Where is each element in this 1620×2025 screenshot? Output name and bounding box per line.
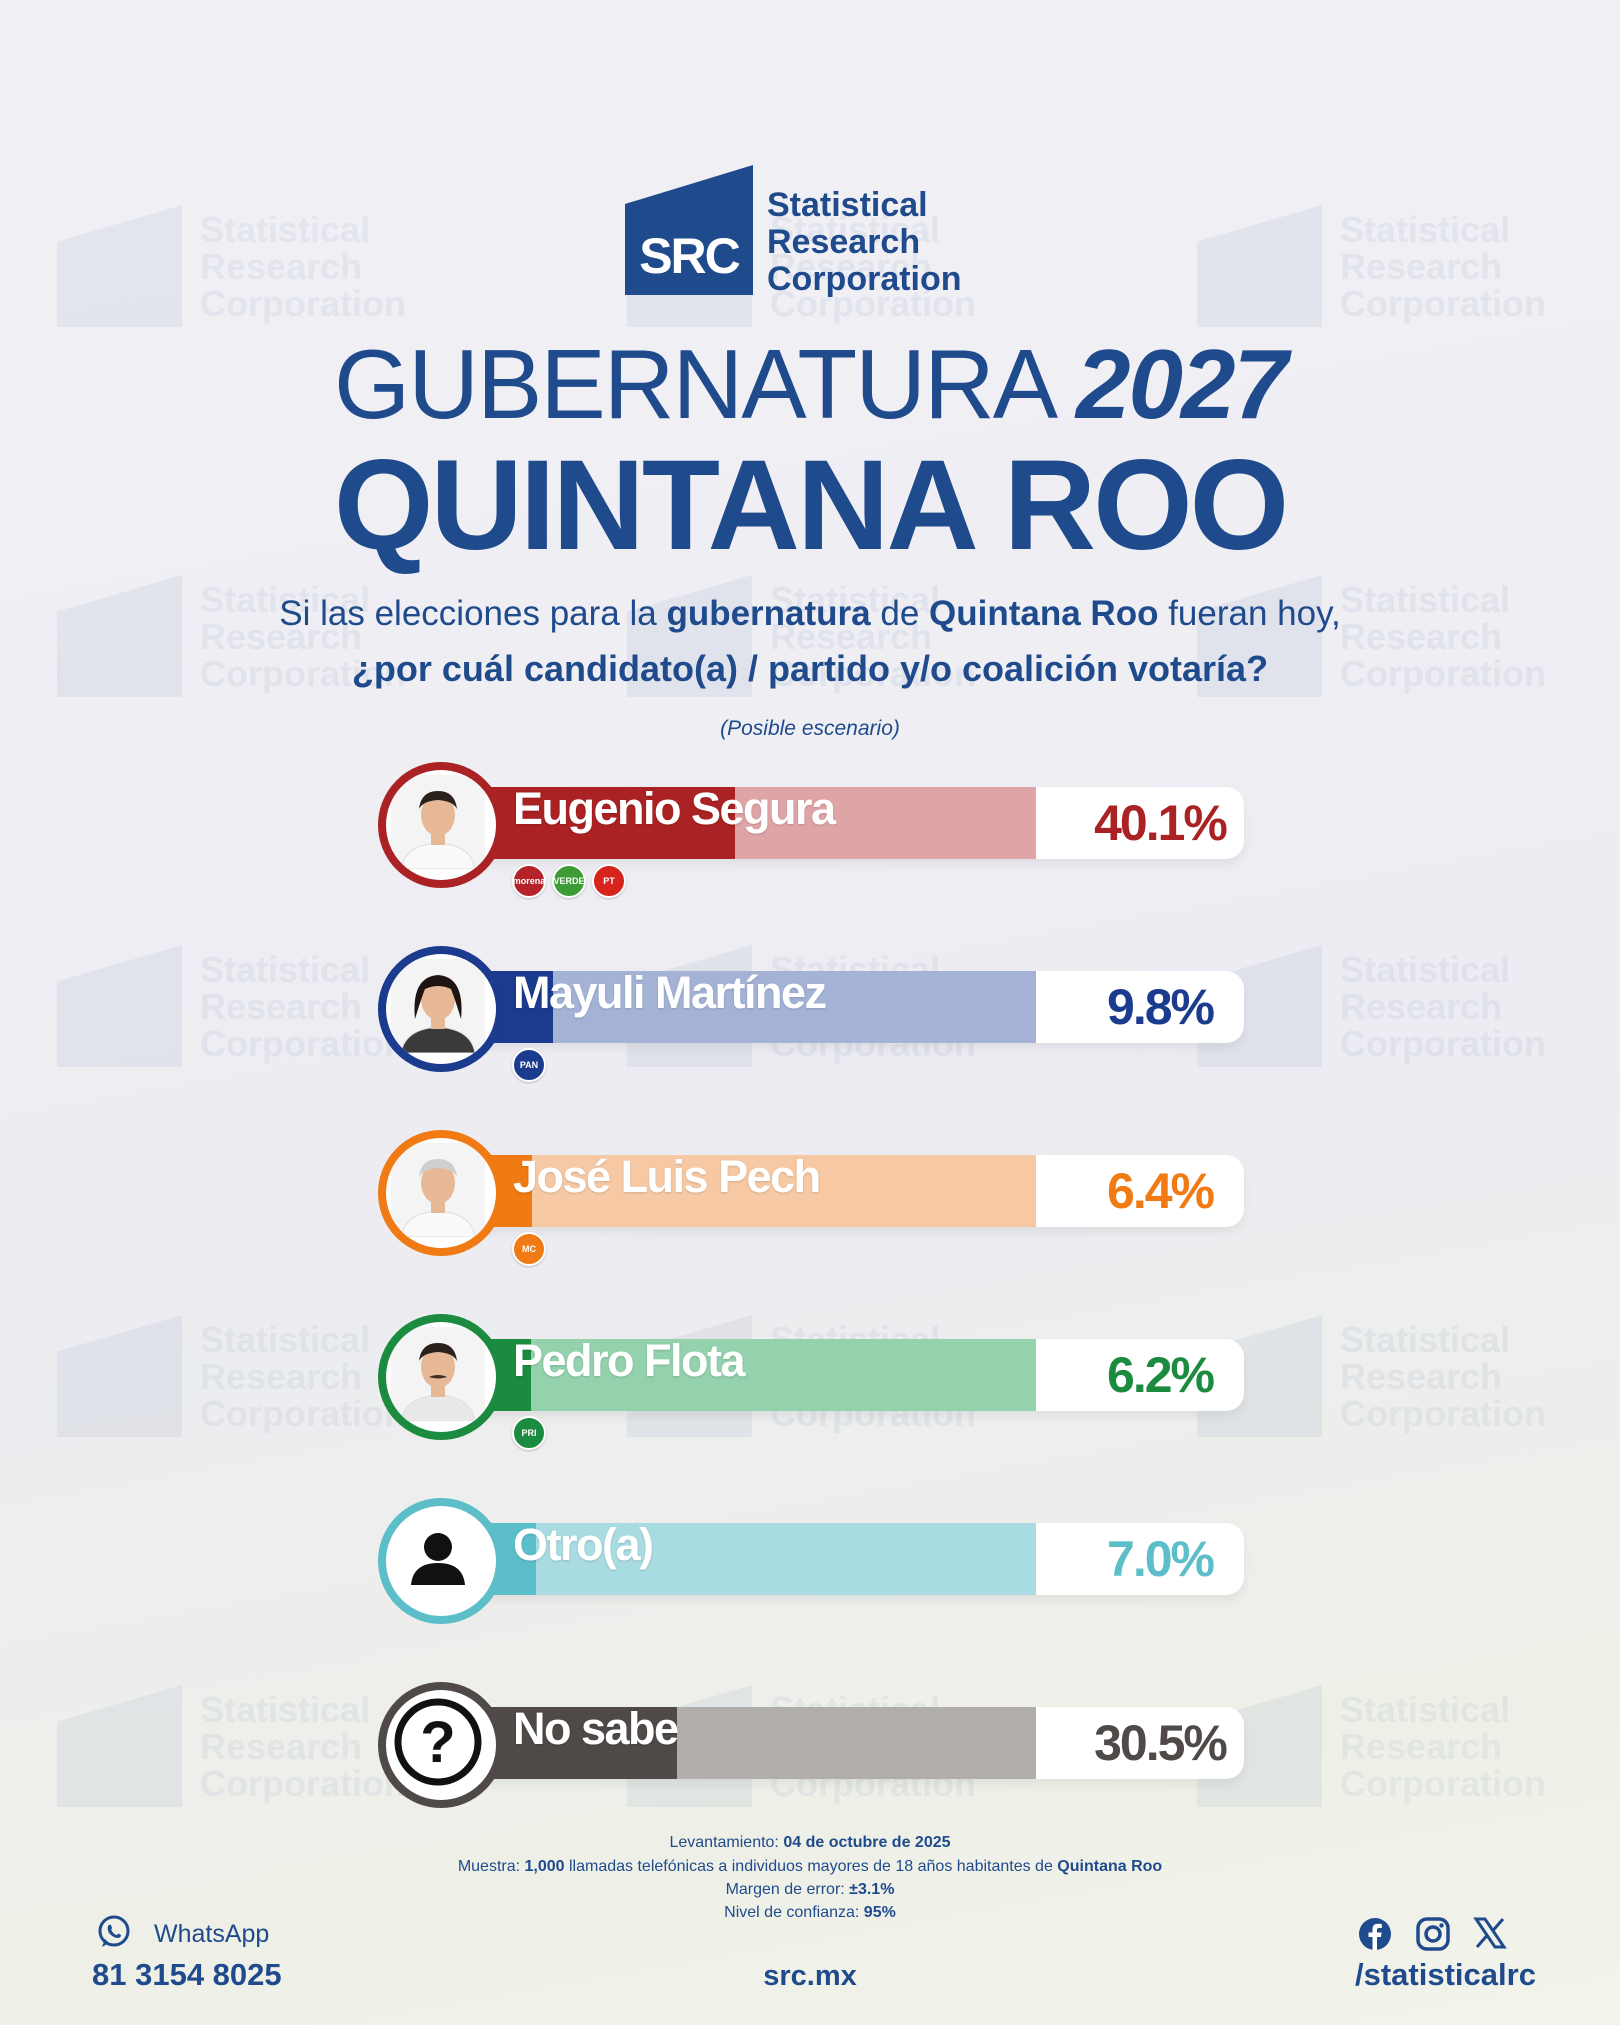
footer-date-value: 04 de octubre de 2025	[783, 1834, 951, 1851]
data-label: 6.4%	[1107, 1163, 1215, 1219]
facebook-icon[interactable]	[1357, 1916, 1393, 1957]
bar-row: Eugenio Segura 40.1% morena VERDE PT	[378, 762, 1248, 898]
party-logos: MC	[512, 1232, 552, 1266]
party-logos: PAN	[512, 1048, 552, 1082]
party-logo-mc: MC	[512, 1232, 546, 1266]
footer-error: Margen de error: ±3.1%	[0, 1881, 1620, 1899]
question-text-3: fueran hoy,	[1158, 594, 1341, 633]
bar-row: Pedro Flota 6.2% PRI	[378, 1314, 1248, 1450]
whatsapp-label: WhatsApp	[154, 1920, 270, 1948]
footer-error-value: ±3.1%	[849, 1881, 895, 1898]
value-box	[1036, 787, 1244, 859]
category-label: Mayuli Martínez	[513, 967, 827, 1018]
question-bold-2: Quintana Roo	[929, 594, 1159, 633]
question-line-2: ¿por cuál candidato(a) / partido y/o coa…	[351, 648, 1269, 689]
data-label: 30.5%	[1094, 1715, 1228, 1771]
data-label: 40.1%	[1094, 795, 1228, 851]
value-box	[1036, 971, 1244, 1043]
logo-wordmark: Statistical Research Corporation	[767, 187, 962, 300]
category-label: Pedro Flota	[513, 1335, 746, 1386]
title-year: 2027	[1075, 329, 1288, 439]
data-label: 9.8%	[1107, 979, 1215, 1035]
party-logo-pt: PT	[592, 864, 626, 898]
footer-conf-label: Nivel de confianza:	[724, 1904, 864, 1921]
party-logo-verde: VERDE	[552, 864, 586, 898]
bar-background	[436, 1339, 1036, 1411]
candidate-avatar	[378, 1314, 504, 1440]
website-link[interactable]: src.mx	[763, 1960, 857, 1992]
social-icons	[1357, 1916, 1529, 1957]
party-logo-morena: morena	[512, 864, 546, 898]
logo-mark: SRC	[625, 165, 753, 295]
scenario-note: (Posible escenario)	[720, 717, 900, 740]
footer-sample-place: Quintana Roo	[1057, 1858, 1163, 1875]
title-gubernatura: GUBERNATURA 2027	[0, 328, 1620, 441]
footer-date-label: Levantamiento:	[669, 1834, 784, 1851]
social-handle[interactable]: /statisticalrc	[1355, 1957, 1536, 1992]
bar-track	[436, 1339, 1244, 1411]
question-text-1: Si las elecciones para la	[279, 594, 667, 633]
question-text-2: de	[870, 594, 930, 633]
question-bold-1: gubernatura	[666, 594, 871, 633]
svg-text:?: ?	[420, 1710, 455, 1775]
party-logos: morena VERDE PT	[512, 864, 632, 898]
candidate-avatar	[378, 762, 504, 888]
value-box	[1036, 1155, 1244, 1227]
footer-conf-value: 95%	[863, 1904, 896, 1921]
category-label: José Luis Pech	[513, 1151, 821, 1202]
footer-sample: Muestra: 1,000 llamadas telefónicas a in…	[0, 1858, 1620, 1876]
phone-number[interactable]: 81 3154 8025	[92, 1957, 282, 1992]
bar-row: José Luis Pech 6.4% MC	[378, 1130, 1248, 1266]
category-label: No sabe	[513, 1703, 679, 1754]
party-logo-pan: PAN	[512, 1048, 546, 1082]
footer-sample-label: Muestra:	[457, 1858, 525, 1875]
value-box	[1036, 1339, 1244, 1411]
bar-background	[436, 1155, 1036, 1227]
src-logo: SRC Statistical Research Corporation	[625, 165, 1005, 300]
title-state: QUINTANA ROO	[333, 434, 1289, 577]
logo-src-text: SRC	[639, 228, 741, 284]
footer-confidence: Nivel de confianza: 95%	[0, 1904, 1620, 1922]
candidate-avatar	[378, 1130, 504, 1256]
value-box	[1036, 1707, 1244, 1779]
logo-line-1: Statistical	[767, 186, 928, 224]
question-icon: ?	[378, 1682, 504, 1808]
whatsapp-link[interactable]: WhatsApp	[96, 1914, 269, 1955]
bar-row: Otro(a) 7.0%	[378, 1498, 1248, 1628]
footer-date: Levantamiento: 04 de octubre de 2025	[0, 1834, 1620, 1852]
instagram-icon[interactable]	[1415, 1916, 1451, 1957]
title-word: GUBERNATURA	[334, 329, 1053, 439]
party-logos: PRI	[512, 1416, 552, 1450]
footer-error-label: Margen de error:	[725, 1881, 850, 1898]
logo-line-2: Research	[767, 223, 921, 261]
person-icon	[378, 1498, 504, 1624]
category-label: Eugenio Segura	[513, 783, 836, 834]
footer-sample-text: llamadas telefónicas a individuos mayore…	[564, 1858, 1058, 1875]
category-label: Otro(a)	[513, 1519, 654, 1570]
logo-line-3: Corporation	[767, 260, 962, 298]
footer-sample-n: 1,000	[524, 1858, 565, 1875]
data-label: 7.0%	[1107, 1531, 1215, 1587]
bar-background	[436, 1523, 1036, 1595]
x-icon[interactable]	[1473, 1916, 1507, 1957]
bar-row: Mayuli Martínez 9.8% PAN	[378, 946, 1248, 1082]
bar-track	[436, 787, 1244, 859]
whatsapp-icon	[96, 1914, 132, 1955]
party-logo-pri: PRI	[512, 1416, 546, 1450]
data-label: 6.2%	[1107, 1347, 1215, 1403]
candidate-avatar	[378, 946, 504, 1072]
value-box	[1036, 1523, 1244, 1595]
bar-row: No sabe 30.5%?	[378, 1682, 1248, 1812]
question-line-1: Si las elecciones para la gubernatura de…	[0, 594, 1620, 634]
